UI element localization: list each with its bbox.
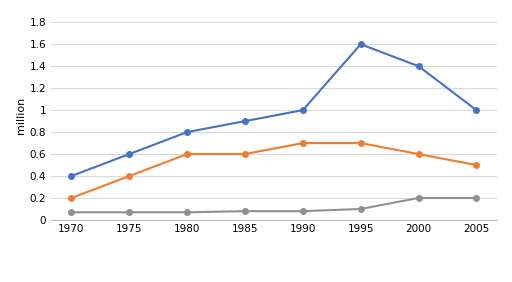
car theft <box>357 43 364 46</box>
house burgling <box>69 196 75 200</box>
street robbery <box>415 196 421 200</box>
Y-axis label: million: million <box>15 97 26 134</box>
car theft <box>242 119 248 123</box>
street robbery <box>184 211 190 214</box>
Line: house burgling: house burgling <box>69 140 479 201</box>
house burgling <box>357 141 364 145</box>
car theft <box>473 109 479 112</box>
Line: car theft: car theft <box>69 41 479 179</box>
Line: street robbery: street robbery <box>69 195 479 215</box>
house burgling <box>473 163 479 167</box>
car theft <box>415 65 421 68</box>
street robbery <box>242 210 248 213</box>
car theft <box>69 174 75 178</box>
street robbery <box>300 210 306 213</box>
house burgling <box>126 174 133 178</box>
house burgling <box>300 141 306 145</box>
street robbery <box>126 211 133 214</box>
house burgling <box>184 152 190 156</box>
car theft <box>184 130 190 134</box>
street robbery <box>69 211 75 214</box>
car theft <box>300 109 306 112</box>
street robbery <box>357 207 364 211</box>
street robbery <box>473 196 479 200</box>
house burgling <box>242 152 248 156</box>
car theft <box>126 152 133 156</box>
house burgling <box>415 152 421 156</box>
